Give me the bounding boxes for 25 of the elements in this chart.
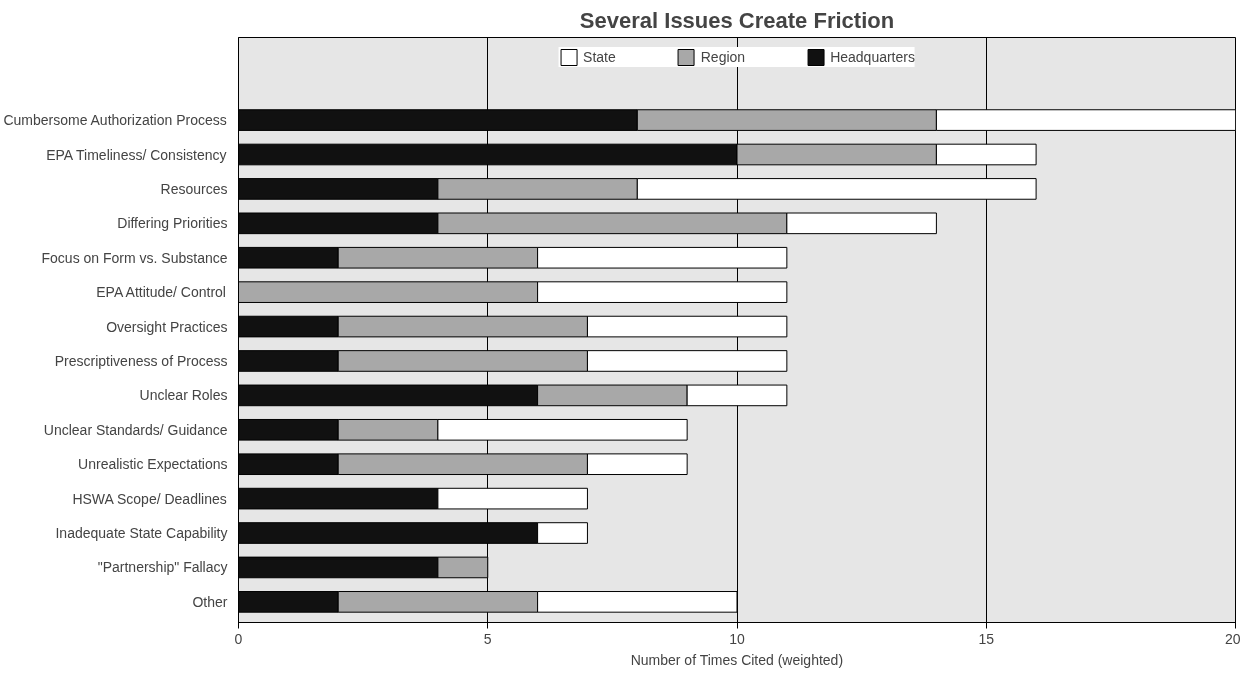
- y-tick-label: EPA Attitude/ Control: [96, 284, 226, 301]
- x-tick-label: 20: [1224, 630, 1241, 647]
- x-axis-title: Number of Times Cited (weighted): [630, 651, 844, 668]
- y-tick-label: "Partnership" Fallacy: [97, 559, 228, 576]
- y-tick-label: Unclear Roles: [139, 387, 228, 404]
- legend-label: Region: [700, 49, 746, 65]
- chart-title: Several Issues Create Friction: [579, 7, 895, 33]
- y-tick-label: Prescriptiveness of Process: [54, 352, 228, 369]
- y-tick-label: Oversight Practices: [106, 318, 228, 335]
- y-tick-label: Unclear Standards/ Guidance: [43, 421, 228, 438]
- y-tick-label: Unrealistic Expectations: [78, 456, 228, 473]
- y-tick-label: Differing Priorities: [117, 215, 228, 232]
- y-tick-label: Resources: [160, 180, 228, 197]
- x-tick-label: 10: [729, 630, 745, 647]
- legend-label: Headquarters: [830, 49, 915, 65]
- x-tick-label: 15: [978, 630, 995, 647]
- y-tick-label: Cumbersome Authorization Process: [3, 112, 227, 129]
- x-tick-label: 5: [483, 630, 492, 647]
- y-tick-label: Inadequate State Capability: [55, 525, 228, 542]
- y-tick-label: Other: [192, 593, 228, 610]
- legend-label: State: [583, 49, 616, 65]
- y-tick-label: EPA Timeliness/ Consistency: [46, 146, 227, 163]
- y-tick-label: Focus on Form vs. Substance: [41, 249, 228, 266]
- y-tick-label: HSWA Scope/ Deadlines: [72, 490, 227, 507]
- x-tick-label: 0: [234, 630, 243, 647]
